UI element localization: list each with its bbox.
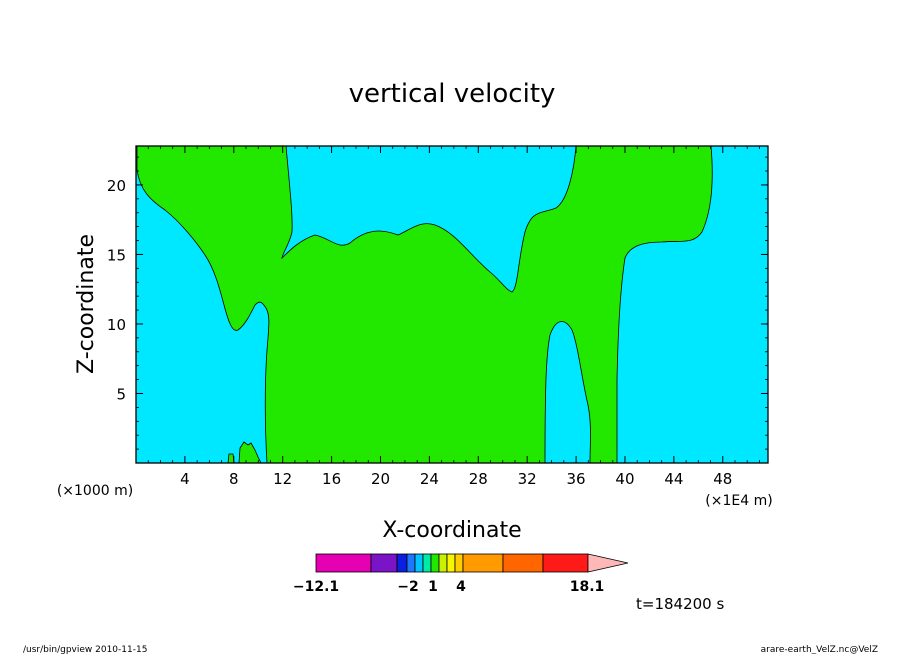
y-tick-label: 20 (107, 177, 126, 195)
colorbar (315, 553, 629, 573)
colorbar-segment (396, 553, 408, 573)
positive-patch (238, 441, 262, 464)
x-tick-label: 12 (273, 470, 292, 488)
colorbar-segment (462, 553, 504, 573)
x-tick-label: 8 (229, 470, 239, 488)
small-positive-patches (227, 441, 262, 464)
colorbar-segment (414, 553, 424, 573)
x-tick-label: 44 (664, 470, 683, 488)
footer-right: arare-earth_VelZ.nc@VelZ (761, 645, 878, 654)
positive-patch (227, 453, 235, 464)
x-scale-label: (×1000 m) (57, 483, 133, 499)
colorbar-tick-label: 4 (456, 579, 466, 595)
colorbar-segment (542, 553, 589, 573)
x-tick-label: 20 (371, 470, 390, 488)
time-label: t=184200 s (636, 595, 724, 613)
colorbar-segment (315, 553, 372, 573)
plot-frame (135, 145, 769, 464)
positive-velocity-region (136, 145, 713, 464)
x-tick-label: 32 (518, 470, 537, 488)
x-tick-label: 4 (180, 470, 190, 488)
y-axis-title: Z-coordinate (74, 234, 99, 374)
x-tick-label: 24 (420, 470, 439, 488)
colorbar-segment (502, 553, 544, 573)
plot-area (135, 145, 769, 464)
y-tick-label: 15 (107, 246, 126, 264)
x-axis: 4 8 12 16 20 24 28 32 36 40 44 48 (147, 146, 760, 488)
colorbar-segment (370, 553, 398, 573)
colorbar-tick-label: −2 (397, 579, 418, 595)
colorbar-segment (406, 553, 416, 573)
y-axis: 5 10 15 20 (107, 156, 768, 450)
y-tick-label: 10 (107, 316, 126, 334)
colorbar-arrow (587, 553, 629, 573)
y-tick-label: 5 (116, 385, 126, 403)
colorbar-segment (446, 553, 456, 573)
chart-title: vertical velocity (349, 79, 556, 109)
x-tick-label: 28 (469, 470, 488, 488)
x-axis-title: X-coordinate (382, 518, 521, 543)
colorbar-segment (430, 553, 440, 573)
x-tick-label: 16 (322, 470, 341, 488)
colorbar-min-label: −12.1 (293, 579, 339, 595)
x-tick-label: 48 (713, 470, 732, 488)
colorbar-segment (454, 553, 464, 573)
x-unit-label: (×1E4 m) (705, 493, 772, 509)
footer-left: /usr/bin/gpview 2010-11-15 (23, 645, 147, 654)
x-tick-label: 36 (567, 470, 586, 488)
colorbar-max-label: 18.1 (570, 579, 605, 595)
x-tick-label: 40 (615, 470, 634, 488)
colorbar-segment (422, 553, 432, 573)
colorbar-segment (438, 553, 448, 573)
colorbar-tick-label: 1 (428, 579, 438, 595)
